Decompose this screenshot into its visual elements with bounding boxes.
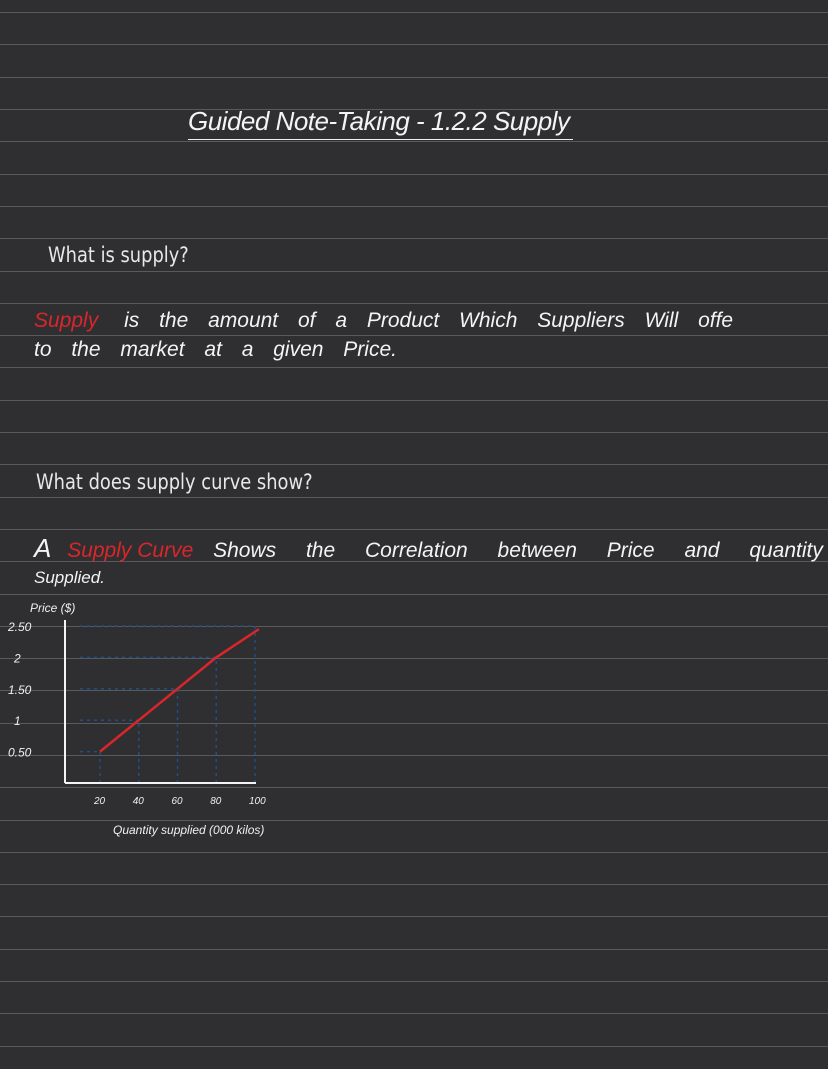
question-supply-curve: What does supply curve show? <box>36 470 313 494</box>
ruled-line <box>0 852 828 853</box>
ruled-line <box>0 820 828 821</box>
curve-definition-line-2: Supplied. <box>34 568 105 587</box>
y-axis-label: Price ($) <box>30 601 75 615</box>
ruled-line <box>0 529 828 530</box>
x-tick-label: 20 <box>93 796 106 807</box>
word-a: A <box>34 533 52 563</box>
term-supply-curve: Supply Curve <box>67 539 194 562</box>
supply-curve-line <box>99 628 260 753</box>
ruled-line <box>0 432 828 433</box>
ruled-line <box>0 1013 828 1014</box>
y-tick-label: 1.50 <box>8 683 32 697</box>
ruled-line <box>0 303 828 304</box>
y-tick-label: 2.50 <box>7 620 32 634</box>
ruled-line <box>0 787 828 788</box>
question-what-is-supply: What is supply? <box>48 243 189 267</box>
ruled-line <box>0 981 828 982</box>
ruled-line <box>0 594 828 595</box>
ruled-line <box>0 77 828 78</box>
x-axis-label: Quantity supplied (000 kilos) <box>113 823 264 837</box>
ruled-line <box>0 400 828 401</box>
curve-definition-line-1: A Supply Curve Shows the Correlation bet… <box>34 533 823 564</box>
ruled-line <box>0 206 828 207</box>
y-tick-label: 0.50 <box>8 746 32 760</box>
definition-text-1: is the amount of a Product Which Supplie… <box>124 309 734 332</box>
y-tick-label: 2 <box>13 651 21 665</box>
ruled-line <box>0 141 828 142</box>
x-tick-label: 100 <box>249 796 266 807</box>
ruled-line <box>0 464 828 465</box>
ruled-line <box>0 238 828 239</box>
ruled-line <box>0 755 828 756</box>
ruled-line <box>0 658 828 659</box>
ruled-line <box>0 271 828 272</box>
x-tick-label: 40 <box>133 796 145 807</box>
ruled-line <box>0 916 828 917</box>
ruled-line <box>0 723 828 724</box>
page-title: Guided Note-Taking - 1.2.2 Supply <box>188 106 574 140</box>
y-tick-label: 1 <box>14 714 21 728</box>
definition-line-1: Supply is the amount of a Product Which … <box>34 309 733 333</box>
ruled-line <box>0 44 828 45</box>
ruled-line <box>0 626 828 627</box>
x-tick-label: 80 <box>210 796 222 807</box>
curve-definition-text-1: Shows the Correlation between Price and … <box>213 539 823 562</box>
ruled-line <box>0 12 828 13</box>
ruled-line <box>0 367 828 368</box>
definition-line-2: to the market at a given Price. <box>34 338 397 361</box>
ruled-line <box>0 174 828 175</box>
ruled-line <box>0 561 828 562</box>
ruled-line <box>0 497 828 498</box>
ruled-line <box>0 335 828 336</box>
term-supply: Supply <box>34 309 99 332</box>
chart-guides <box>80 625 256 783</box>
ruled-line <box>0 949 828 950</box>
x-tick-label: 60 <box>172 796 184 807</box>
ruled-line <box>0 1046 828 1047</box>
ruled-line <box>0 690 828 691</box>
ruled-line <box>0 884 828 885</box>
ruled-line <box>0 109 828 110</box>
